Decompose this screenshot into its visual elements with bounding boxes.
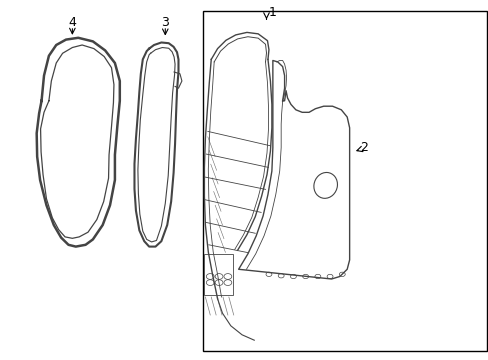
Text: 2: 2 (359, 141, 367, 154)
Text: 4: 4 (68, 16, 76, 29)
Bar (204, 254, 232, 295)
Text: 1: 1 (268, 6, 276, 19)
Bar (203, 11, 486, 351)
Text: 3: 3 (161, 16, 169, 29)
